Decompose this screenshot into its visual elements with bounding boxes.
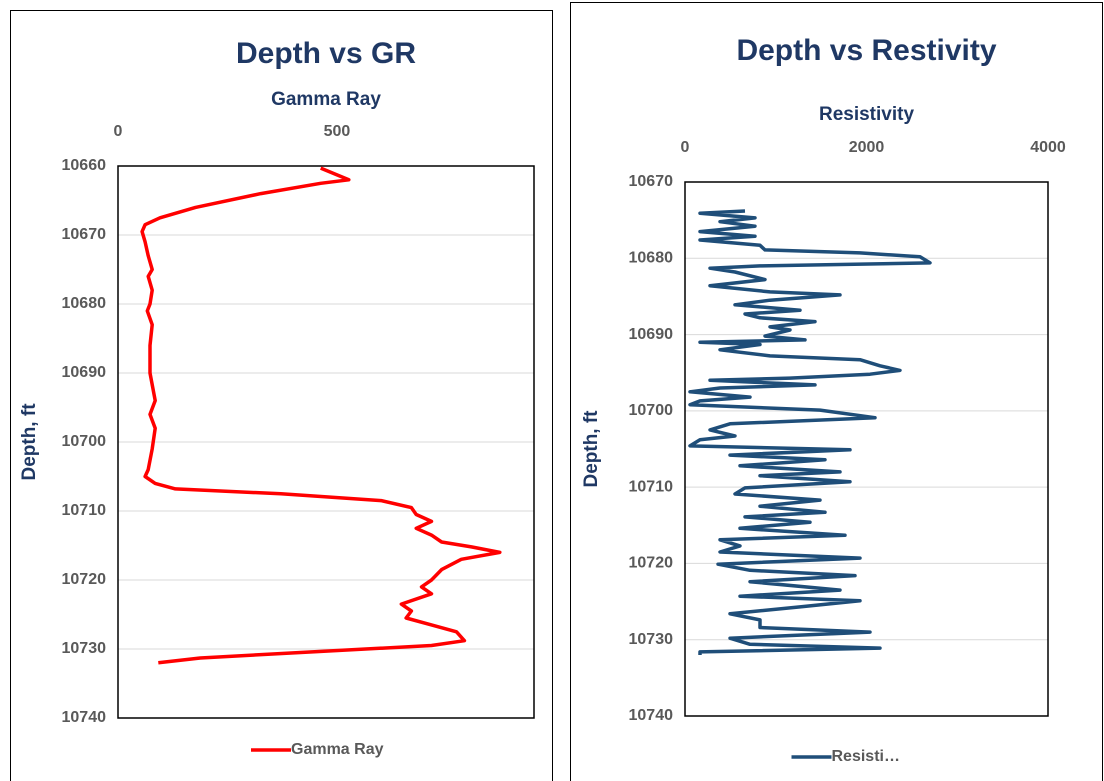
y-tick-label: 10690 (62, 364, 107, 381)
y-tick-label: 10710 (62, 502, 107, 519)
y-axis-title: Depth, ft (581, 410, 602, 488)
x-tick-label: 0 (681, 139, 690, 156)
x-tick-label: 0 (114, 123, 123, 140)
x-axis-title: Resistivity (819, 104, 914, 125)
y-tick-label: 10680 (629, 250, 674, 267)
plot-area (684, 181, 1049, 717)
y-tick-label: 10720 (629, 555, 674, 572)
y-tick-label: 10690 (629, 326, 674, 343)
y-tick-label: 10730 (629, 631, 674, 648)
x-tick-label: 500 (324, 123, 351, 140)
x-axis-title: Gamma Ray (271, 89, 381, 110)
data-line (688, 209, 932, 655)
y-tick-label: 10670 (62, 226, 107, 243)
chart-panel (570, 2, 1103, 781)
y-tick-label: 10720 (62, 571, 107, 588)
legend-label: Resisti… (832, 748, 900, 765)
x-tick-label: 2000 (849, 139, 885, 156)
y-tick-label: 10660 (62, 157, 107, 174)
y-axis-title: Depth, ft (19, 403, 40, 481)
y-tick-label: 10700 (629, 402, 674, 419)
legend-label: Gamma Ray (291, 741, 384, 758)
y-tick-label: 10740 (629, 707, 674, 724)
y-tick-label: 10680 (62, 295, 107, 312)
chart-title: Depth vs Restivity (736, 34, 996, 67)
y-tick-label: 10730 (62, 640, 107, 657)
y-tick-label: 10710 (629, 478, 674, 495)
y-tick-label: 10740 (62, 709, 107, 726)
chart-panel (10, 10, 553, 781)
data-line (140, 166, 502, 665)
y-tick-label: 10670 (629, 173, 674, 190)
chart-title: Depth vs GR (236, 37, 416, 70)
plot-area (117, 165, 535, 719)
x-tick-label: 4000 (1030, 139, 1066, 156)
y-tick-label: 10700 (62, 433, 107, 450)
